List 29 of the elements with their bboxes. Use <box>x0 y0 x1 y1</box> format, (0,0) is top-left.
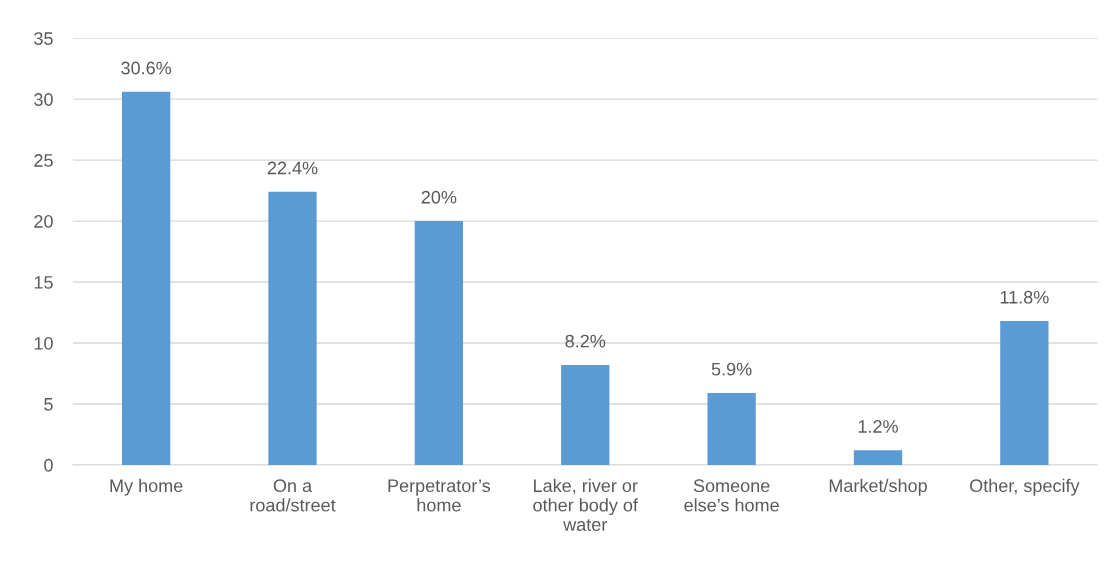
bar <box>268 191 317 465</box>
y-tick-label: 25 <box>34 154 53 167</box>
y-tick-label: 5 <box>44 398 53 411</box>
y-tick-label: 35 <box>34 32 53 45</box>
data-label: 5.9% <box>711 362 752 376</box>
y-tick-label: 20 <box>34 215 53 228</box>
data-label: 20% <box>421 190 457 204</box>
y-tick-label: 0 <box>44 458 53 472</box>
y-tick-label: 30 <box>34 93 53 106</box>
x-tick-label: Market/shop <box>829 478 927 496</box>
bar <box>121 91 171 465</box>
x-tick-label: My home <box>110 478 183 496</box>
data-label: 8.2% <box>565 334 606 348</box>
x-tick-label: Someone else’s home <box>684 479 779 512</box>
x-tick-label: Lake, river or other body of water <box>533 478 638 531</box>
data-label: 11.8% <box>1000 290 1049 304</box>
data-label: 1.2% <box>858 420 898 433</box>
bar <box>414 221 464 465</box>
bar <box>853 450 903 465</box>
data-label: 22.4% <box>267 161 318 175</box>
x-tick-label: Other, specify <box>970 478 1080 496</box>
bar <box>561 364 610 465</box>
x-tick-label: On a road/street <box>250 479 336 512</box>
data-label: 30.6% <box>121 61 172 75</box>
x-tick-label: Perpetrator’s home <box>388 479 491 512</box>
bar <box>1000 321 1049 465</box>
bar <box>707 393 756 465</box>
y-tick-label: 10 <box>34 336 53 350</box>
y-tick-label: 15 <box>34 276 53 289</box>
